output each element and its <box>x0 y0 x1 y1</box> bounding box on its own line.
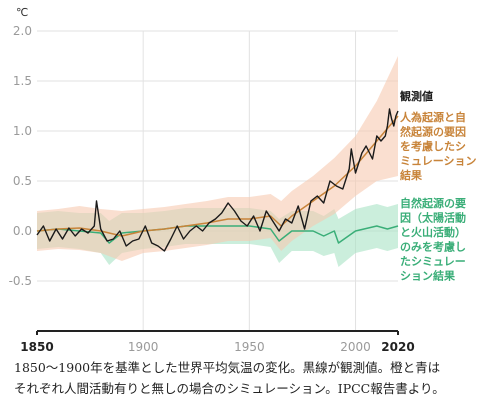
figure-caption: 1850〜1900年を基準とした世界平均気温の変化。黒線が観測値。橙と青は それ… <box>14 357 470 399</box>
legend-text-line: と火山活動） <box>400 225 466 239</box>
y-tick-label: 2.0 <box>13 24 32 38</box>
legend: 観測値人為起源と自然起源の要因を考慮したシミュレーション結果自然起源の要因（太陽… <box>400 89 477 283</box>
y-tick-label: 1.0 <box>13 124 32 138</box>
y-tick-label: 0.5 <box>13 174 32 188</box>
temperature-chart: ℃ 2.0 1.5 1.0 0.5 0.0 -0.5 1850 1900 1950 2000 20… <box>9 6 477 354</box>
legend-text-line: 自然起源の要 <box>400 196 466 210</box>
x-tick-labels: 1850 1900 1950 2000 2020 <box>20 340 414 354</box>
legend-text-line: のみを考慮し <box>400 240 466 254</box>
caption-line-2: それぞれ人間活動有りと無しの場合のシミュレーション。IPCC報告書より。 <box>14 381 445 396</box>
y-tick-label: -0.5 <box>9 274 32 288</box>
y-tick-label: 1.5 <box>13 74 32 88</box>
uncertainty-bands <box>37 56 398 267</box>
x-tick-label: 2020 <box>381 340 414 354</box>
simulation-line-1 <box>36 115 399 237</box>
legend-text-line: ミュレーション <box>400 155 477 168</box>
legend-text-line: 結果 <box>400 168 422 182</box>
y-unit-label: ℃ <box>16 6 28 19</box>
legend-text-line: 人為起源と自 <box>400 110 466 124</box>
series-band-1 <box>37 56 398 261</box>
y-tick-label: 0.0 <box>13 224 32 238</box>
legend-text-line: 因（太陽活動 <box>400 211 466 225</box>
x-tick-label: 1850 <box>20 340 53 354</box>
x-tick-label: 1900 <box>128 340 159 354</box>
legend-text-line: を考慮したシ <box>400 139 466 153</box>
caption-line-1: 1850〜1900年を基準とした世界平均気温の変化。黒線が観測値。橙と青は <box>14 360 441 375</box>
x-tick-label: 1950 <box>234 340 265 354</box>
legend-text-line: 観測値 <box>400 89 433 103</box>
legend-text-line: ション結果 <box>400 269 455 283</box>
legend-text-line: たシミュレー <box>400 255 466 268</box>
observed-line <box>36 108 399 252</box>
x-tick-label: 2000 <box>340 340 371 354</box>
legend-text-line: 然起源の要因 <box>400 125 466 139</box>
series-lines <box>36 108 399 252</box>
y-tick-labels: 2.0 1.5 1.0 0.5 0.0 -0.5 <box>9 24 32 288</box>
